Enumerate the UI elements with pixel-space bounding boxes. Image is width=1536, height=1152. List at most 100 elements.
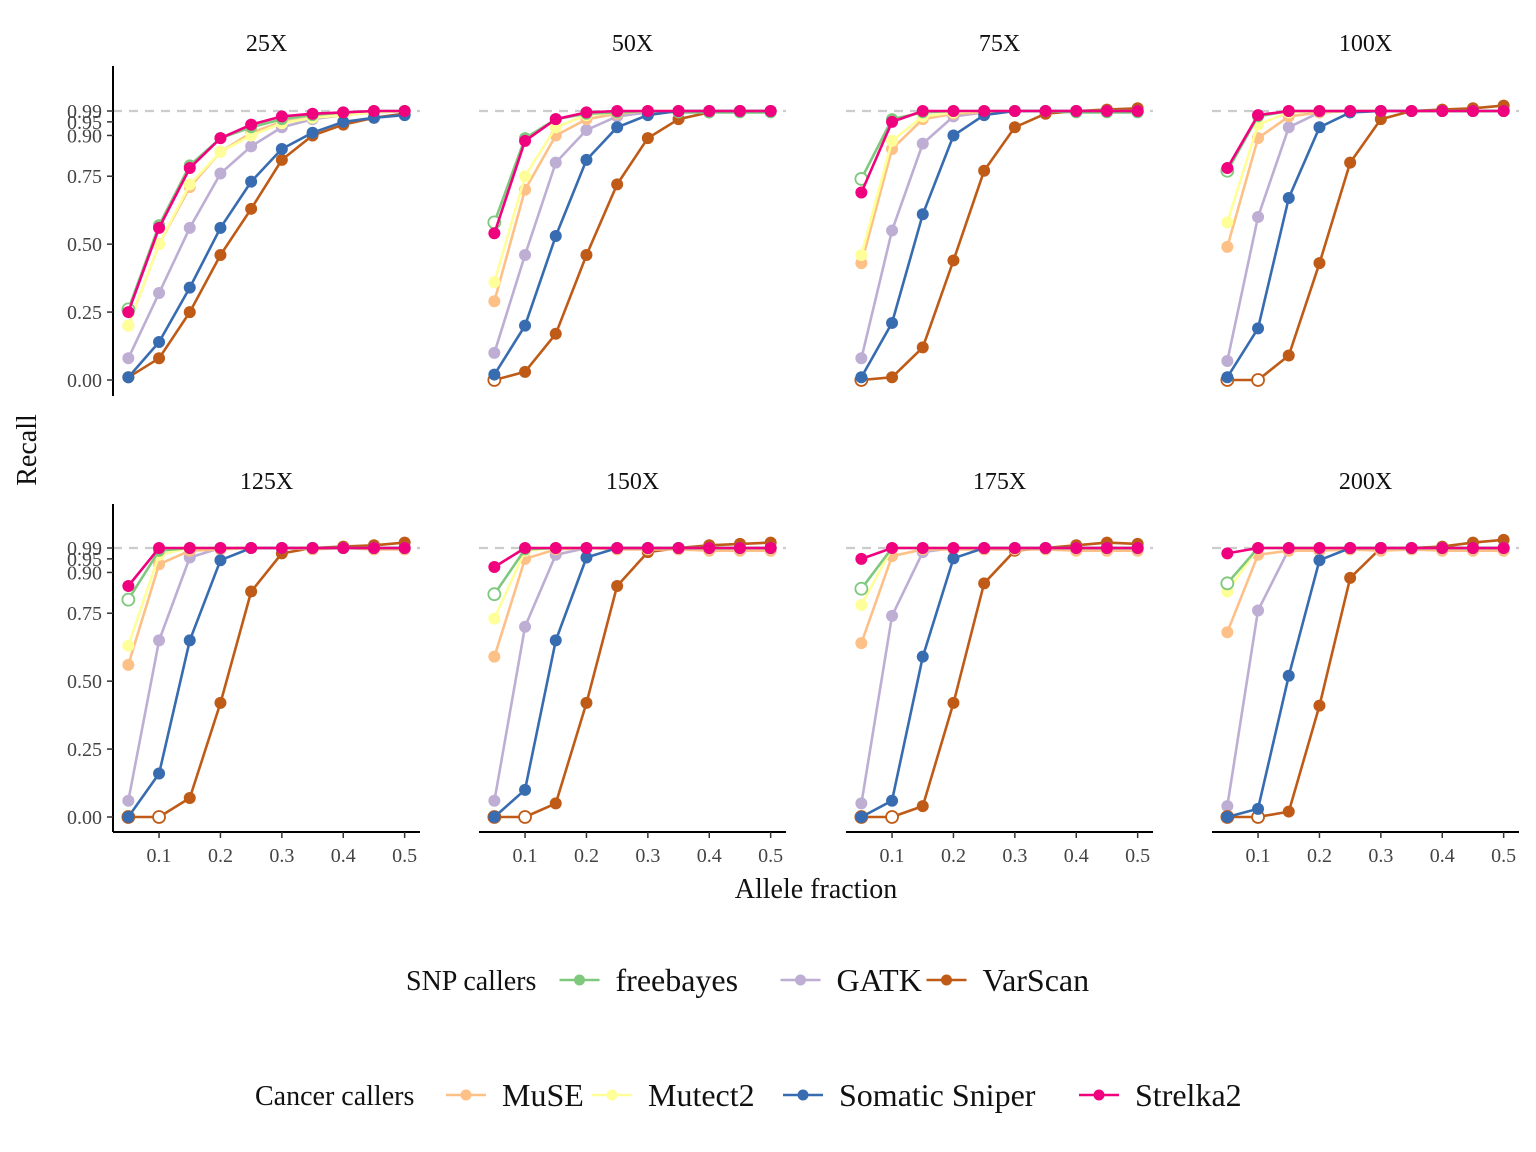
x-tick-label: 0.3 (1002, 845, 1027, 867)
series-mutect2 (1221, 105, 1510, 229)
y-tick-label: 0.50 (67, 671, 102, 693)
legend-label: Strelka2 (1135, 1077, 1242, 1113)
data-point (1220, 576, 1235, 591)
series-line (127, 109, 405, 310)
data-point (1313, 699, 1326, 712)
data-point (733, 542, 746, 554)
data-point (1405, 105, 1418, 117)
data-point (152, 810, 166, 824)
series-line (494, 541, 771, 819)
series-varscan (487, 536, 777, 824)
series-somatic-sniper (122, 109, 411, 384)
series-line (860, 109, 1138, 194)
data-point (488, 346, 501, 359)
data-point (580, 551, 593, 564)
y-tick-label: 0.00 (67, 370, 102, 392)
series-strelka2 (122, 105, 411, 319)
data-point (1039, 542, 1052, 554)
legend-key-point (797, 1089, 809, 1101)
x-tick-label: 0.5 (392, 845, 417, 867)
data-point (122, 352, 135, 365)
data-point (1374, 105, 1387, 117)
series-mutect2 (855, 105, 1144, 262)
data-point (214, 145, 227, 158)
series-muse (122, 542, 411, 671)
x-tick-label: 0.3 (635, 845, 660, 867)
data-point (488, 811, 501, 823)
data-point (337, 115, 350, 128)
data-point (214, 167, 227, 180)
legend-label: MuSE (502, 1077, 584, 1113)
data-point (855, 811, 868, 823)
series-line (493, 546, 771, 818)
series-line (861, 107, 1138, 382)
data-point (153, 335, 166, 348)
data-point (886, 542, 899, 554)
series-line (128, 541, 405, 819)
data-point (275, 143, 288, 156)
data-point (1497, 105, 1510, 117)
x-tick-label: 0.2 (1307, 845, 1332, 867)
data-point (488, 794, 501, 807)
data-point (885, 810, 899, 824)
series-somatic-sniper (488, 105, 777, 381)
series-line (860, 109, 1138, 256)
series-line (127, 113, 405, 379)
y-tick-label: 0.75 (67, 166, 102, 188)
legend-label: Somatic Sniper (839, 1077, 1036, 1113)
data-point (153, 542, 166, 554)
data-point (549, 229, 562, 242)
data-point (214, 696, 227, 709)
data-point (183, 306, 196, 319)
series-line (493, 546, 771, 801)
data-point (549, 113, 562, 126)
data-point (916, 137, 929, 150)
panel-50x: 50X (479, 31, 786, 387)
panel-title: 100X (1339, 31, 1392, 57)
data-point (214, 132, 227, 145)
series-line (127, 546, 405, 666)
data-point (916, 542, 929, 554)
series-line (127, 546, 405, 801)
data-point (1313, 554, 1326, 567)
data-point (337, 542, 350, 554)
data-point (1282, 349, 1295, 362)
data-point (1008, 542, 1021, 554)
data-point (1221, 371, 1234, 384)
data-point (398, 542, 411, 554)
data-point (275, 542, 288, 554)
data-point (153, 352, 166, 365)
series-line (1226, 548, 1504, 633)
legend-title: SNP callers (406, 966, 536, 997)
data-point (916, 650, 929, 663)
data-point (1008, 105, 1021, 117)
data-point (122, 319, 135, 332)
y-tick-label: 0.90 (67, 125, 102, 147)
data-point (122, 580, 135, 593)
x-tick-label: 0.4 (1430, 845, 1455, 867)
data-point (549, 156, 562, 169)
data-point (1221, 547, 1234, 560)
legend-title: Cancer callers (255, 1081, 414, 1112)
series-mutect2 (122, 542, 411, 652)
data-point (214, 249, 227, 262)
data-point (1070, 105, 1083, 117)
x-tick-label: 0.3 (1368, 845, 1393, 867)
data-point (978, 164, 991, 177)
data-point (1282, 121, 1295, 134)
data-point (1313, 542, 1326, 554)
panel-150x: 150X 0.1 0.2 0.3 0.4 0.5 (479, 469, 786, 867)
data-point (183, 542, 196, 554)
series-mutect2 (488, 105, 777, 289)
series-line (494, 109, 771, 382)
panel-75x: 75X (846, 31, 1153, 387)
series-line (493, 546, 771, 569)
series-line (860, 109, 1138, 180)
series-line (127, 546, 405, 818)
data-point (398, 105, 411, 117)
y-tick-label: 0.99 (67, 538, 102, 560)
series-muse (488, 542, 777, 663)
legend-label: VarScan (983, 962, 1090, 998)
data-point (1436, 105, 1449, 117)
